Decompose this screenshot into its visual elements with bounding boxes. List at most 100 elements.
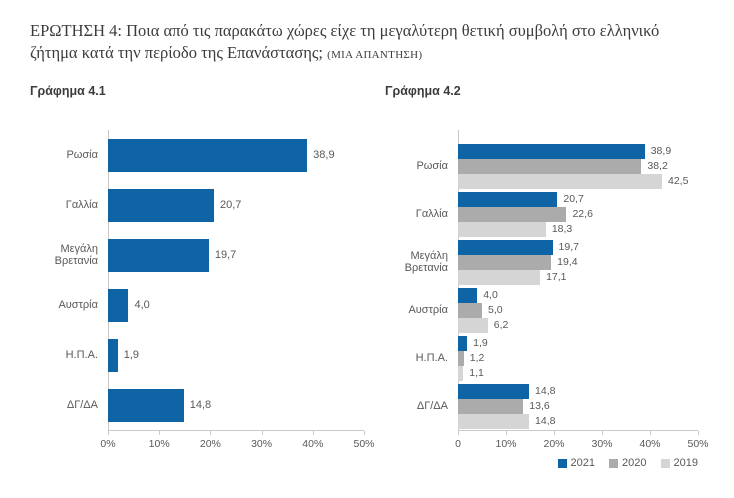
tick-label: 30% — [251, 438, 273, 450]
category-label: ΔΓ/ΔΑ — [416, 399, 448, 412]
question-title: ΕΡΩΤΗΣΗ 4: Ποια από τις παρακάτω χώρες ε… — [30, 20, 708, 64]
chart-row: Αυστρία 4,0 — [30, 280, 375, 330]
bar-value-label: 38,9 — [313, 149, 335, 161]
plot-cell: 4,0 5,0 6,2 — [458, 286, 724, 334]
bar-2020 — [458, 398, 524, 414]
y-axis-line — [108, 130, 109, 430]
tick-label: 0 — [455, 438, 461, 450]
bar-2020 — [458, 350, 464, 366]
tick-mark — [261, 431, 263, 435]
category-label: Αυστρία — [408, 303, 448, 316]
bar-value-label: 1,1 — [469, 367, 484, 379]
legend-item-2020: 2020 — [609, 457, 647, 469]
bar-2019 — [458, 365, 464, 381]
bar-value-label: 1,9 — [123, 349, 140, 361]
category-label: Η.Π.Α. — [415, 351, 448, 364]
bar-value-label: 14,8 — [535, 415, 556, 427]
plot-cell: 19,7 19,4 17,1 — [458, 238, 724, 286]
bar-value-label: 13,6 — [529, 400, 550, 412]
plot-cell: 20,7 22,6 18,3 — [458, 190, 724, 238]
bar-line: 38,2 — [458, 158, 724, 174]
tick-mark — [506, 431, 507, 435]
bar-value-label: 19,7 — [558, 241, 579, 253]
chart1-caption: Γράφημα 4.1 — [30, 84, 106, 98]
plot-cell: 20,7 — [108, 180, 364, 230]
x-axis-line — [108, 430, 364, 431]
chart2-caption: Γράφημα 4.2 — [385, 84, 461, 98]
chart-row: ΔΓ/ΔΑ 14,8 13,6 14,8 — [380, 382, 734, 430]
bar-2021 — [458, 287, 478, 303]
bar — [108, 238, 209, 272]
bar-line: 1,2 — [458, 350, 724, 366]
chart-row: Γαλλία 20,7 — [30, 180, 375, 230]
bar-value-label: 19,4 — [557, 256, 578, 268]
bar-2020 — [458, 206, 567, 222]
bar-line: 5,0 — [458, 302, 724, 318]
bar-value-label: 20,7 — [219, 199, 242, 211]
tick-label: 20% — [543, 438, 565, 450]
x-axis-line — [458, 430, 698, 431]
bar-value-label: 14,8 — [189, 399, 212, 411]
bar-line: 14,8 — [458, 413, 724, 429]
category-label: Αυστρία — [58, 298, 98, 311]
bar-line: 4,0 — [458, 287, 724, 303]
tick-mark — [698, 431, 699, 435]
bar-line: 1,1 — [458, 365, 724, 381]
tick-mark — [210, 431, 212, 435]
category-label: Γαλλία — [415, 207, 448, 220]
x-axis-tick-labels: 0% 10% 20% 30% 40% 50% — [100, 438, 374, 452]
bar-value-label: 38,9 — [650, 145, 672, 157]
chart-row: Αυστρία 4,0 5,0 6,2 — [380, 286, 734, 334]
year-legend: 2021 2020 2019 — [458, 457, 698, 469]
legend-item-2019: 2019 — [660, 457, 698, 469]
tick-label: 40% — [302, 438, 324, 450]
category-label: Μεγάλη Βρετανία — [404, 249, 448, 274]
plot-cell: 14,8 — [108, 380, 364, 430]
bar — [108, 288, 129, 322]
bar-value-label: 19,7 — [214, 249, 237, 261]
bar — [108, 138, 308, 172]
x-axis-ticks — [458, 431, 699, 436]
legend-item-2021: 2021 — [557, 457, 595, 469]
tick-mark — [458, 431, 459, 435]
category-label: ΔΓ/ΔΑ — [66, 398, 98, 411]
bar-2019 — [458, 269, 541, 285]
chart1-bars: Ρωσία 38,9 Γαλλία 20,7 Μεγάλη Βρετανία 19,7 Αυ… — [30, 130, 375, 430]
category-label: Ρωσία — [66, 148, 98, 161]
chart-4-2: Ρωσία 38,9 38,2 42,5 Γαλλία 20,7 22,6 18,3 Μεγάλ… — [380, 105, 734, 485]
legend-swatch — [557, 458, 567, 468]
category-label: Ρωσία — [416, 159, 448, 172]
tick-mark — [312, 431, 314, 435]
bar-line: 38,9 — [458, 143, 724, 159]
tick-mark — [364, 431, 365, 435]
tick-mark — [108, 431, 109, 435]
chart-4-1: Ρωσία 38,9 Γαλλία 20,7 Μεγάλη Βρετανία 19,7 Αυ… — [30, 105, 375, 485]
plot-cell: 4,0 — [108, 280, 364, 330]
tick-mark — [554, 431, 555, 435]
bar-line: 18,3 — [458, 221, 724, 237]
x-axis-tick-labels: 0 10% 20% 30% 40% 50% — [455, 438, 708, 452]
bar-value-label: 17,1 — [546, 271, 567, 283]
tick-label: 30% — [591, 438, 613, 450]
bar-2020 — [458, 158, 642, 174]
bar-line: 17,1 — [458, 269, 724, 285]
tick-label: 10% — [148, 438, 170, 450]
tick-label: 0% — [100, 438, 116, 450]
bar-value-label: 6,2 — [493, 319, 509, 331]
question-text: ΕΡΩΤΗΣΗ 4: Ποια από τις παρακάτω χώρες ε… — [30, 21, 660, 62]
tick-mark — [159, 431, 161, 435]
bar-value-label: 38,2 — [647, 160, 668, 172]
bar-value-label: 20,7 — [563, 193, 584, 205]
legend-year-label: 2019 — [673, 457, 698, 469]
chart-row: Γαλλία 20,7 22,6 18,3 — [380, 190, 734, 238]
category-label: Γαλλία — [65, 198, 98, 211]
bar-value-label: 42,5 — [668, 175, 689, 187]
bar-line: 6,2 — [458, 317, 724, 333]
bar-value-label: 5,0 — [488, 304, 503, 316]
chart-row: Ρωσία 38,9 38,2 42,5 — [380, 142, 734, 190]
bar-line: 42,5 — [458, 173, 724, 189]
bar-line: 19,7 — [458, 239, 724, 255]
chart2-bar-groups: Ρωσία 38,9 38,2 42,5 Γαλλία 20,7 22,6 18,3 Μεγάλ… — [380, 142, 734, 430]
bar-line: 20,7 — [458, 191, 724, 207]
